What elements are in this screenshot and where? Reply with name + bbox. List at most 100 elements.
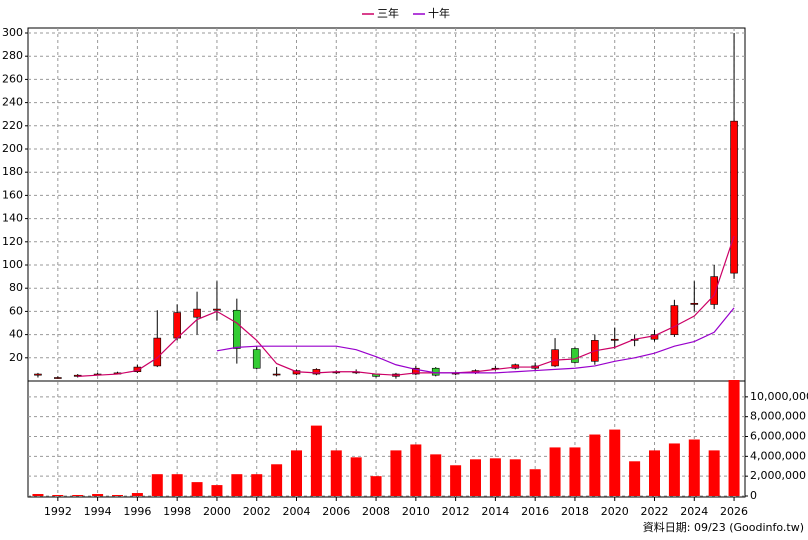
- y-tick-label: 6,000,000: [750, 430, 806, 443]
- volume-bar: [131, 493, 143, 496]
- y-tick-label: 8,000,000: [750, 410, 806, 423]
- volume-bar: [470, 459, 482, 496]
- x-tick-label: 2014: [481, 505, 509, 518]
- volume-bar: [171, 474, 183, 496]
- candle-body: [252, 349, 261, 369]
- x-tick-label: 2008: [362, 505, 390, 518]
- x-tick-label: 2026: [720, 505, 748, 518]
- volume-bar: [589, 434, 601, 496]
- x-tick-label: 1992: [44, 505, 72, 518]
- y-tick-label: 20: [9, 351, 23, 364]
- x-tick-label: 1996: [123, 505, 151, 518]
- x-tick-label: 2016: [521, 505, 549, 518]
- y-tick-label: 80: [9, 281, 23, 294]
- candle-body: [133, 366, 142, 373]
- y-tick-label: 220: [2, 119, 23, 132]
- y-tick-label: 120: [2, 235, 23, 248]
- x-tick-label: 2002: [243, 505, 271, 518]
- volume-bar: [509, 459, 521, 496]
- volume-bar: [191, 482, 203, 496]
- volume-bar: [231, 474, 243, 496]
- volume-bar: [211, 485, 223, 496]
- volume-bar: [569, 447, 581, 496]
- y-tick-label: 60: [9, 304, 23, 317]
- volume-bar: [688, 439, 700, 496]
- y-tick-label: 0: [750, 489, 757, 502]
- x-tick-label: 2018: [561, 505, 589, 518]
- volume-bar: [489, 458, 501, 496]
- volume-bar: [629, 461, 641, 496]
- ma-line: [77, 235, 735, 377]
- candle-body: [312, 369, 321, 375]
- candle-body: [213, 308, 221, 311]
- y-tick-label: 260: [2, 72, 23, 85]
- candle-body: [173, 312, 181, 339]
- y-tick-label: 40: [9, 328, 23, 341]
- volume-bar: [450, 465, 462, 496]
- y-tick-label: 140: [2, 212, 23, 225]
- volume-bar: [728, 380, 740, 496]
- candle-body: [233, 309, 241, 349]
- x-tick-label: 2010: [402, 505, 430, 518]
- x-tick-label: 1994: [84, 505, 112, 518]
- volume-bar: [112, 495, 124, 496]
- candle-body: [690, 302, 699, 305]
- ma-line: [216, 307, 735, 374]
- volume-bar: [310, 425, 322, 496]
- x-tick-label: 2006: [322, 505, 350, 518]
- candle-body: [412, 367, 420, 375]
- x-tick-label: 2020: [601, 505, 629, 518]
- layer: 0 2,000,000 4,000,000 6,000,000 8,000,000 10,…: [2, 6, 808, 518]
- y-tick-label: 100: [2, 258, 23, 271]
- x-tick-label: 2000: [203, 505, 231, 518]
- volume-bar: [649, 450, 661, 496]
- y-tick-label: 280: [2, 49, 23, 62]
- candle-body: [551, 349, 559, 367]
- volume-bar: [430, 454, 442, 496]
- x-tick-label: 2012: [442, 505, 470, 518]
- volume-bar: [330, 450, 342, 496]
- volume-bar: [52, 495, 64, 496]
- y-tick-label: 180: [2, 165, 23, 178]
- volume-bar: [390, 450, 402, 496]
- candle-body: [431, 367, 440, 376]
- volume-bar: [708, 450, 720, 496]
- volume-bar: [251, 474, 263, 496]
- volume-bar: [549, 447, 561, 496]
- volume-bar: [271, 464, 283, 496]
- x-tick-label: 2004: [283, 505, 311, 518]
- legend-label: 三年: [377, 6, 399, 20]
- candle-body: [730, 120, 738, 274]
- volume-bar: [529, 469, 541, 496]
- volume-bar: [668, 443, 680, 496]
- footer: 資料日期: 09/23 (Goodinfo.tw): [643, 520, 804, 534]
- volume-bar: [32, 494, 44, 496]
- y-tick-label: 200: [2, 142, 23, 155]
- x-tick-label: 2022: [641, 505, 669, 518]
- volume-bar: [350, 457, 362, 496]
- candle-body: [610, 338, 619, 341]
- candle-body: [272, 373, 281, 376]
- y-tick-label: 300: [2, 26, 23, 39]
- y-tick-label: 2,000,000: [750, 469, 806, 482]
- volume-bar: [291, 450, 303, 496]
- candle-body: [710, 276, 718, 305]
- candle-body: [153, 337, 162, 367]
- y-tick-label: 10,000,000: [750, 390, 808, 403]
- legend-label: 十年: [428, 6, 450, 20]
- candle-body: [571, 348, 579, 363]
- volume-bar: [370, 476, 382, 496]
- volume-bar: [92, 494, 104, 496]
- candle-body: [670, 305, 679, 335]
- plot-frame: [27, 27, 746, 498]
- y-tick-label: 4,000,000: [750, 449, 806, 462]
- volume-bar: [410, 444, 422, 496]
- candle-body: [193, 308, 201, 318]
- candle-body: [54, 377, 62, 379]
- volume-bar: [151, 474, 163, 496]
- volume-bar: [609, 429, 621, 496]
- y-tick-label: 240: [2, 96, 23, 109]
- x-tick-label: 1998: [163, 505, 191, 518]
- x-tick-label: 2024: [680, 505, 708, 518]
